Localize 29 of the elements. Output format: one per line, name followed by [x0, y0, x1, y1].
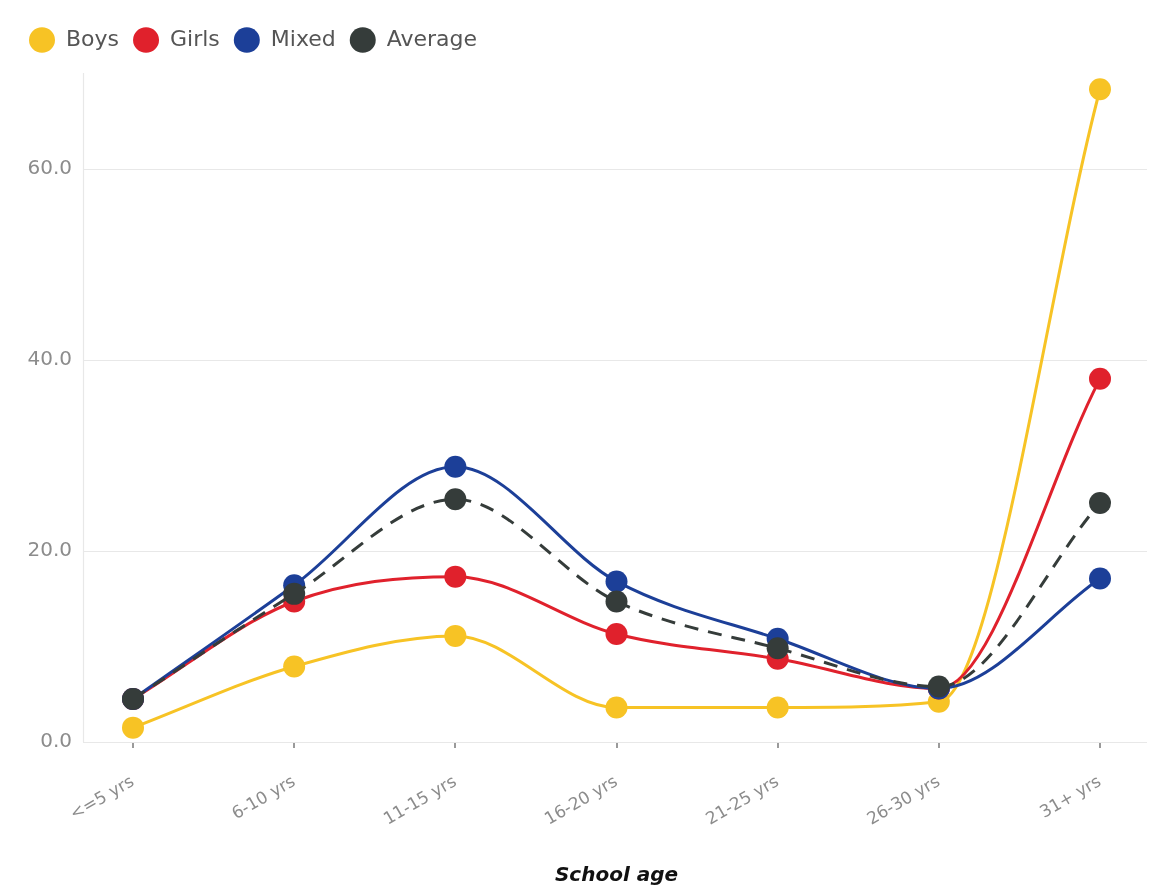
- x-tick-label: 6-10 yrs: [227, 770, 299, 824]
- legend-label: Average: [386, 25, 478, 51]
- legend-label: Mixed: [270, 25, 336, 51]
- x-tick-label: <=5 yrs: [66, 770, 138, 824]
- x-axis-title: School age: [554, 862, 679, 887]
- point: [766, 696, 789, 719]
- y-tick-label: 60.0: [27, 154, 72, 179]
- point: [444, 565, 467, 588]
- point: [1089, 567, 1111, 590]
- point: [444, 455, 467, 478]
- point: [766, 637, 789, 660]
- legend-label: Girls: [170, 25, 220, 51]
- point: [605, 622, 628, 645]
- point: [444, 624, 467, 647]
- x-tick-label: 31+ yrs: [1036, 770, 1105, 822]
- point: [1089, 367, 1111, 390]
- point: [444, 488, 467, 511]
- legend-label: Boys: [66, 25, 120, 51]
- point: [605, 696, 628, 719]
- point: [605, 590, 628, 613]
- point: [283, 582, 306, 605]
- y-tick-label: 40.0: [27, 345, 72, 370]
- point: [122, 716, 144, 739]
- y-tick-label: 20.0: [27, 537, 72, 562]
- point: [605, 570, 628, 593]
- y-tick-label: 0.0: [40, 728, 72, 753]
- point: [283, 655, 306, 678]
- point: [1089, 492, 1111, 515]
- point: [1089, 78, 1111, 101]
